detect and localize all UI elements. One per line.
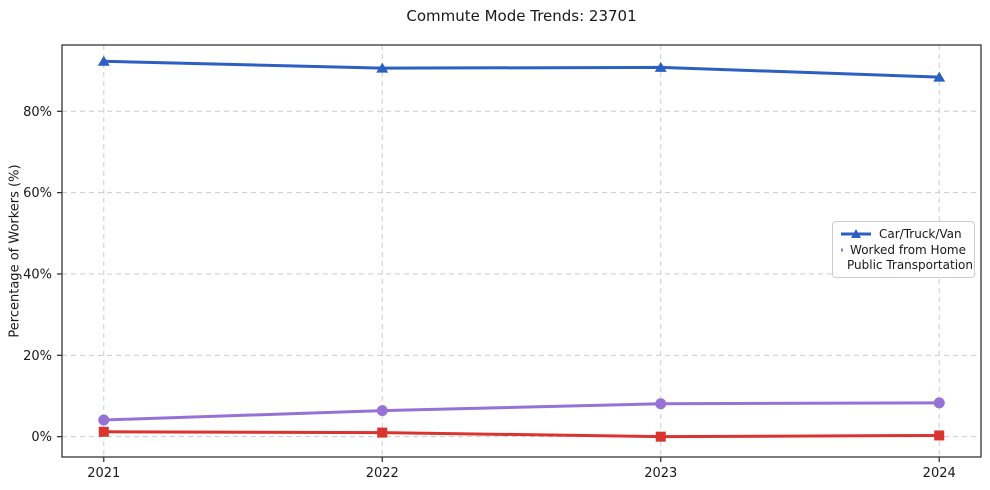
chart-title: Commute Mode Trends: 23701 — [406, 7, 637, 25]
legend-item: Car/Truck/Van — [840, 226, 966, 242]
series-square — [98, 426, 945, 442]
data-line — [102, 430, 941, 439]
triangle-marker — [933, 71, 946, 82]
triangle-marker — [97, 55, 110, 66]
y-tick-label: 40% — [23, 267, 52, 282]
data-line — [102, 59, 941, 79]
legend-label: Car/Truck/Van — [879, 226, 962, 241]
legend-swatch-circle-icon — [841, 248, 844, 251]
legend-swatch-triangle-icon — [841, 228, 871, 238]
y-tick-label: 20% — [23, 349, 52, 364]
legend-item: Worked from Home — [840, 242, 966, 258]
square-marker — [934, 430, 945, 441]
square-marker — [655, 431, 666, 442]
legend-label: Worked from Home — [850, 242, 966, 257]
gridlines — [62, 45, 981, 457]
square-marker — [377, 427, 388, 438]
legend-label: Public Transportation — [847, 258, 973, 273]
legend-item: Public Transportation — [840, 257, 973, 273]
circle-marker — [655, 398, 667, 410]
ticks — [57, 110, 940, 462]
circle-marker — [98, 414, 110, 426]
y-tick-label: 80% — [23, 105, 52, 120]
x-tick-label: 2023 — [644, 466, 677, 481]
square-marker — [98, 426, 109, 437]
plot-border — [61, 44, 982, 458]
y-tick-label: 60% — [23, 186, 52, 201]
tick-labels: 2021 2022 2023 2024 0% 20% 40% 60% 80% — [23, 105, 956, 481]
legend: Car/Truck/Van Worked from Home Public Tran… — [832, 221, 975, 278]
x-tick-label: 2022 — [366, 466, 399, 481]
triangle-marker — [376, 62, 389, 73]
data-line — [102, 401, 941, 422]
x-tick-label: 2024 — [923, 466, 956, 481]
triangle-marker — [654, 61, 667, 72]
circle-marker — [933, 397, 945, 409]
circle-marker — [376, 405, 388, 417]
series-circle — [98, 397, 945, 426]
x-tick-label: 2021 — [87, 466, 120, 481]
series-triangle — [97, 55, 946, 82]
y-tick-label: 0% — [31, 430, 52, 445]
